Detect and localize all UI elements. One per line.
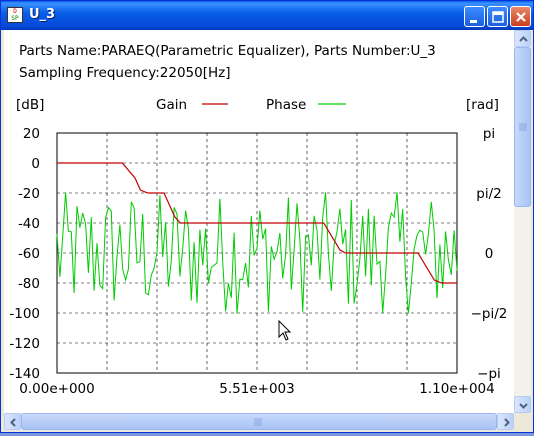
legend-gain-label: Gain: [156, 97, 187, 113]
scroll-right-button[interactable]: [497, 413, 514, 430]
left-tick-label: -140: [9, 366, 40, 382]
right-tick-label: −pi: [477, 366, 501, 382]
window-title: U_3: [29, 7, 56, 22]
left-tick-label: -60: [18, 246, 40, 262]
minimize-button[interactable]: [464, 6, 485, 27]
scroll-left-button[interactable]: [4, 413, 21, 430]
legend-phase-label: Phase: [266, 97, 306, 113]
arrow-right-icon: [504, 418, 510, 427]
left-tick-label: -100: [9, 306, 40, 322]
mouse-cursor-icon: [278, 320, 292, 341]
right-tick-label: −pi/2: [471, 306, 508, 322]
gain-series-line: [57, 162, 457, 284]
left-tick-label: -120: [9, 336, 40, 352]
app-icon-letter-bottom: SP: [11, 15, 19, 22]
left-tick-label: 0: [31, 156, 40, 172]
scroll-up-button[interactable]: [514, 30, 531, 47]
minimize-icon: [470, 20, 477, 23]
left-tick-label: 20: [23, 126, 40, 142]
left-axis-unit: [dB]: [16, 97, 44, 113]
left-tick-label: -80: [18, 276, 40, 292]
close-icon: [516, 12, 526, 22]
parts-info-line: Parts Name:PARAEQ(Parametric Equalizer),…: [19, 43, 436, 59]
vertical-scrollbar[interactable]: [514, 30, 531, 413]
phase-series-line: [56, 192, 458, 314]
title-bar[interactable]: D SP U_3: [1, 1, 533, 30]
right-axis-unit: [rad]: [466, 97, 499, 113]
close-button[interactable]: [510, 6, 531, 27]
horizontal-scrollbar[interactable]: [4, 413, 514, 430]
vertical-scroll-thumb[interactable]: [514, 47, 531, 207]
left-axis-ticks: 20 0 -20 -40 -60 -80 -100 -120 -140: [9, 126, 40, 382]
sampling-frequency-line: Sampling Frequency:22050[Hz]: [19, 65, 231, 81]
dsp-app-icon[interactable]: D SP: [7, 7, 23, 23]
arrow-left-icon: [10, 418, 16, 427]
client-area: Parts Name:PARAEQ(Parametric Equalizer),…: [4, 30, 514, 413]
x-tick-label: 5.51e+003: [219, 381, 294, 397]
right-axis-ticks: pi pi/2 0 −pi/2 −pi: [471, 126, 508, 382]
x-axis-ticks: 0.00e+000 5.51e+003 1.10e+004: [19, 381, 494, 397]
grip-icon: [519, 123, 527, 131]
left-tick-label: -20: [18, 186, 40, 202]
right-tick-label: pi: [483, 126, 495, 142]
arrow-down-icon: [519, 403, 528, 409]
maximize-button[interactable]: [487, 6, 508, 27]
arrow-up-icon: [519, 36, 528, 42]
scrollbar-corner: [514, 413, 531, 430]
horizontal-scroll-thumb[interactable]: [21, 413, 497, 430]
maximize-icon: [492, 11, 504, 23]
frequency-response-chart: [dB] [rad] Gain Phase 20 0 -20 -40 -60 -80 -10…: [9, 97, 508, 397]
scroll-down-button[interactable]: [514, 396, 531, 413]
left-tick-label: -40: [18, 216, 40, 232]
x-tick-label: 0.00e+000: [19, 381, 94, 397]
right-tick-label: 0: [485, 246, 494, 262]
right-tick-label: pi/2: [476, 186, 501, 202]
app-icon-letter-top: D: [13, 8, 17, 15]
grip-icon-horizontal: [254, 418, 262, 426]
x-tick-label: 1.10e+004: [419, 381, 494, 397]
